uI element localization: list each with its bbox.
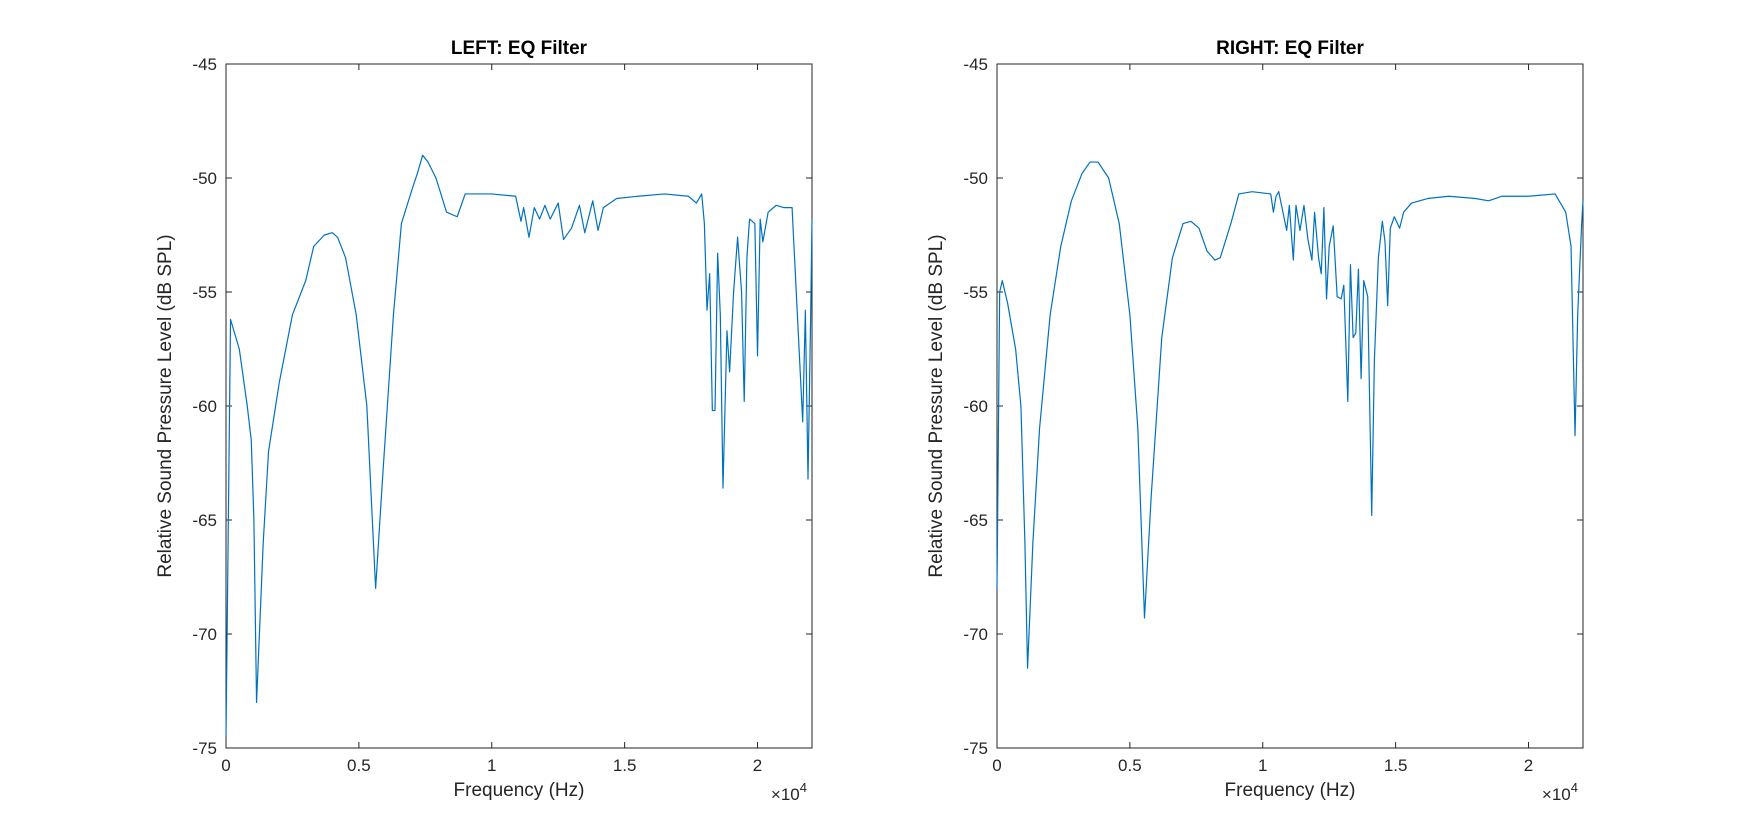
y-tick-label: -50 [963, 169, 988, 188]
x-multiplier: ×104 [771, 780, 807, 804]
x-axis-label: Frequency (Hz) [1225, 780, 1356, 801]
x-tick-label: 1 [1258, 756, 1267, 775]
chart-title: RIGHT: EQ Filter [1216, 38, 1364, 59]
x-tick-label: 2 [753, 756, 762, 775]
x-tick-label: 0 [992, 756, 1001, 775]
plot-area [225, 63, 813, 749]
x-tick-label: 1.5 [613, 756, 637, 775]
data-line [996, 161, 1584, 669]
x-tick-label: 2 [1524, 756, 1533, 775]
y-axis-label: Relative Sound Pressure Level (dB SPL) [155, 234, 176, 577]
subplot: 0 0.5 1 1.5 2 -75 -70 -65 -60 -55 -50 -45 LEFT: EQ F… [155, 38, 813, 804]
x-tick-label: 0 [221, 756, 230, 775]
x-tick-label: 1.5 [1384, 756, 1408, 775]
x-multiplier: ×104 [1542, 780, 1578, 804]
y-tick-label: -45 [963, 55, 988, 74]
x-tick-label: 0.5 [1118, 756, 1142, 775]
y-tick-label: -60 [192, 397, 217, 416]
y-axis-label: Relative Sound Pressure Level (dB SPL) [926, 234, 947, 577]
y-tick-label: -65 [192, 511, 217, 530]
y-tick-label: -50 [192, 169, 217, 188]
y-tick-label: -75 [192, 739, 217, 758]
y-tick-label: -55 [192, 283, 217, 302]
x-multiplier-base: ×10 [771, 785, 800, 804]
y-tick-label: -60 [963, 397, 988, 416]
x-multiplier-exponent: 4 [1571, 780, 1578, 795]
x-multiplier-exponent: 4 [800, 780, 807, 795]
y-tick-label: -65 [963, 511, 988, 530]
plot-area [996, 63, 1584, 749]
chart-title: LEFT: EQ Filter [451, 38, 588, 59]
y-tick-label: -55 [963, 283, 988, 302]
x-tick-label: 0.5 [347, 756, 371, 775]
y-tick-label: -45 [192, 55, 217, 74]
y-tick-label: -70 [963, 625, 988, 644]
x-axis-label: Frequency (Hz) [454, 780, 585, 801]
y-tick-label: -70 [192, 625, 217, 644]
y-tick-label: -75 [963, 739, 988, 758]
x-multiplier-base: ×10 [1542, 785, 1571, 804]
x-tick-label: 1 [487, 756, 496, 775]
data-line [225, 154, 813, 737]
subplot: 0 0.5 1 1.5 2 -75 -70 -65 -60 -55 -50 -45 RIGHT: EQ … [926, 38, 1584, 804]
